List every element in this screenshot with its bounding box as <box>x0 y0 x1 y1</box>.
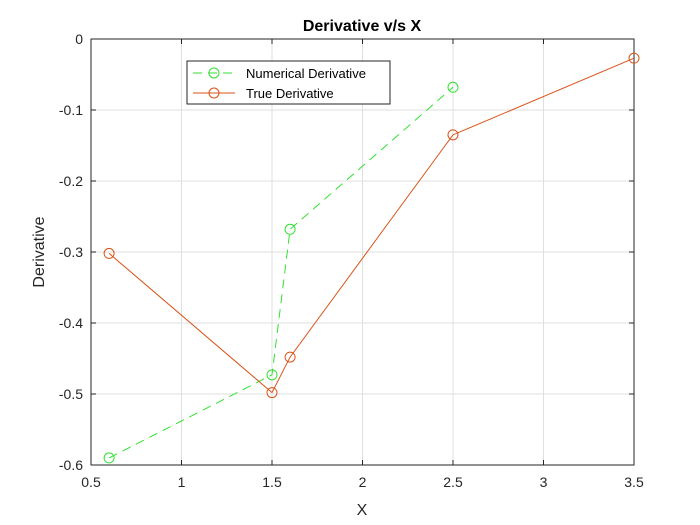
y-tick-label: -0.2 <box>59 173 83 189</box>
series-line-1 <box>108 57 635 394</box>
legend-label-true: True Derivative <box>246 86 334 101</box>
y-tick-label: -0.4 <box>59 315 83 331</box>
y-tick-label: -0.1 <box>59 102 83 118</box>
series-1-point <box>284 351 296 363</box>
series-1-point <box>447 129 459 141</box>
y-tick-label: -0.6 <box>59 457 83 473</box>
series-line-0 <box>108 86 454 459</box>
series-1-point <box>266 387 278 399</box>
x-axis-label: X <box>357 502 368 519</box>
x-tick-label: 3.5 <box>624 474 644 490</box>
series-0-point <box>284 223 296 235</box>
legend-box <box>186 60 391 105</box>
x-tick-label: 1.5 <box>262 474 282 490</box>
ticks: 0.5 1 1.5 2 2.5 3 3.5 0 -0.1 -0.2 -0.3 -0.4 -0.5 -0.6 <box>59 31 644 490</box>
legend: Numerical Derivative True Derivative <box>186 60 391 105</box>
y-axis-label: Derivative <box>31 216 48 287</box>
x-tick-label: 2 <box>359 474 367 490</box>
legend-marker-numerical <box>208 67 220 79</box>
x-tick-label: 0.5 <box>81 474 101 490</box>
series-1-point <box>628 52 640 64</box>
series-0-point <box>103 452 115 464</box>
y-tick-label: 0 <box>75 31 83 47</box>
x-tick-label: 1 <box>178 474 186 490</box>
x-tick-label: 2.5 <box>443 474 463 490</box>
series-0-point <box>266 369 278 381</box>
legend-marker-true <box>208 87 220 99</box>
legend-label-numerical: Numerical Derivative <box>246 66 366 81</box>
series <box>103 52 640 464</box>
y-tick-label: -0.5 <box>59 386 83 402</box>
series-1-point <box>103 247 115 259</box>
y-tick-label: -0.3 <box>59 244 83 260</box>
x-tick-label: 3 <box>540 474 548 490</box>
series-0-point <box>447 81 459 93</box>
chart-title: Derivative v/s X <box>303 18 422 35</box>
